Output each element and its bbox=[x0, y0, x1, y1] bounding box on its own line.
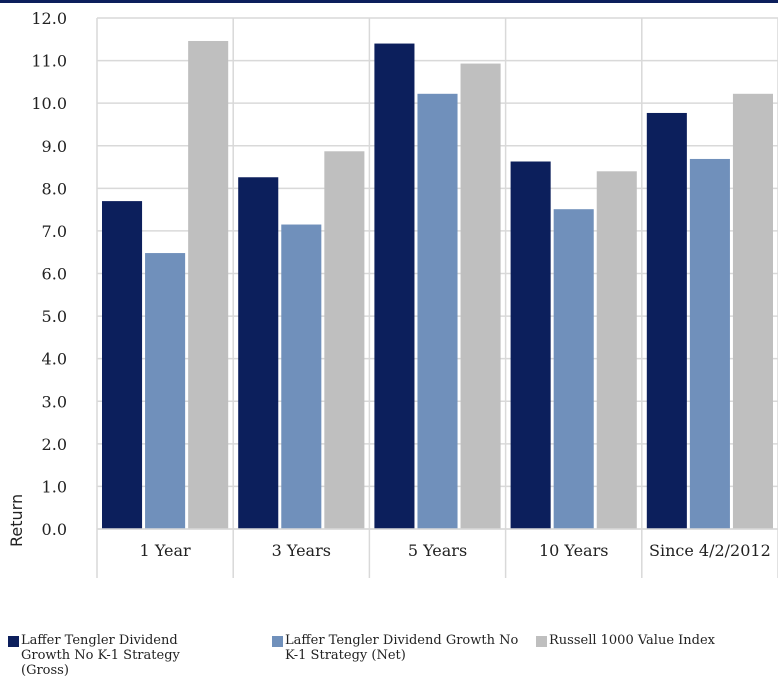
legend-swatch-gross bbox=[8, 636, 19, 647]
y-tick-label: 8.0 bbox=[42, 179, 67, 198]
bar bbox=[646, 112, 687, 530]
bar bbox=[102, 201, 143, 529]
top-border bbox=[0, 0, 778, 3]
bar bbox=[281, 224, 322, 529]
y-tick-label: 0.0 bbox=[42, 520, 67, 539]
x-tick-label: 10 Years bbox=[539, 541, 608, 560]
bar bbox=[689, 158, 730, 529]
y-tick-label: 12.0 bbox=[31, 9, 67, 28]
y-tick-label: 6.0 bbox=[42, 265, 67, 284]
axes: 0.0 1.0 2.0 3.0 4.0 5.0 6.0 7.0 8.0 9.0 10.0 11.0 12… bbox=[31, 9, 778, 560]
x-tick-label: 3 Years bbox=[272, 541, 331, 560]
x-tick-label: 5 Years bbox=[408, 541, 467, 560]
bar bbox=[553, 209, 594, 530]
y-tick-label: 11.0 bbox=[31, 52, 67, 71]
bar bbox=[324, 151, 365, 529]
bar bbox=[188, 40, 229, 530]
legend: Laffer Tengler Dividend Growth No K-1 St… bbox=[0, 633, 778, 683]
bar bbox=[238, 177, 279, 530]
bars bbox=[102, 40, 773, 530]
y-tick-label: 5.0 bbox=[42, 307, 67, 326]
legend-label-russell: Russell 1000 Value Index bbox=[549, 633, 716, 648]
bar bbox=[510, 161, 551, 529]
y-tick-label: 4.0 bbox=[42, 350, 67, 369]
y-tick-label: 2.0 bbox=[42, 435, 67, 454]
legend-swatch-net bbox=[272, 636, 283, 647]
bar bbox=[417, 93, 458, 529]
legend-item-gross: Laffer Tengler Dividend Growth No K-1 St… bbox=[8, 633, 208, 678]
y-axis-label: Return bbox=[7, 494, 26, 547]
bar bbox=[596, 171, 637, 530]
bar bbox=[374, 43, 415, 530]
bar bbox=[732, 93, 773, 529]
y-tick-label: 3.0 bbox=[42, 392, 67, 411]
legend-label-net: Laffer Tengler Dividend Growth No K-1 St… bbox=[285, 633, 519, 663]
y-tick-label: 9.0 bbox=[42, 137, 67, 156]
bar bbox=[145, 253, 186, 529]
y-tick-label: 7.0 bbox=[42, 222, 67, 241]
y-tick-label: 1.0 bbox=[42, 477, 67, 496]
legend-swatch-russell bbox=[536, 636, 547, 647]
legend-label-gross: Laffer Tengler Dividend Growth No K-1 St… bbox=[21, 633, 180, 678]
legend-item-net: Laffer Tengler Dividend Growth No K-1 St… bbox=[272, 633, 522, 663]
x-tick-label: 1 Year bbox=[140, 541, 191, 560]
legend-item-russell: Russell 1000 Value Index bbox=[536, 633, 756, 648]
x-tick-label: Since 4/2/2012 bbox=[649, 541, 771, 560]
y-tick-label: 10.0 bbox=[31, 94, 67, 113]
bar bbox=[460, 63, 501, 529]
